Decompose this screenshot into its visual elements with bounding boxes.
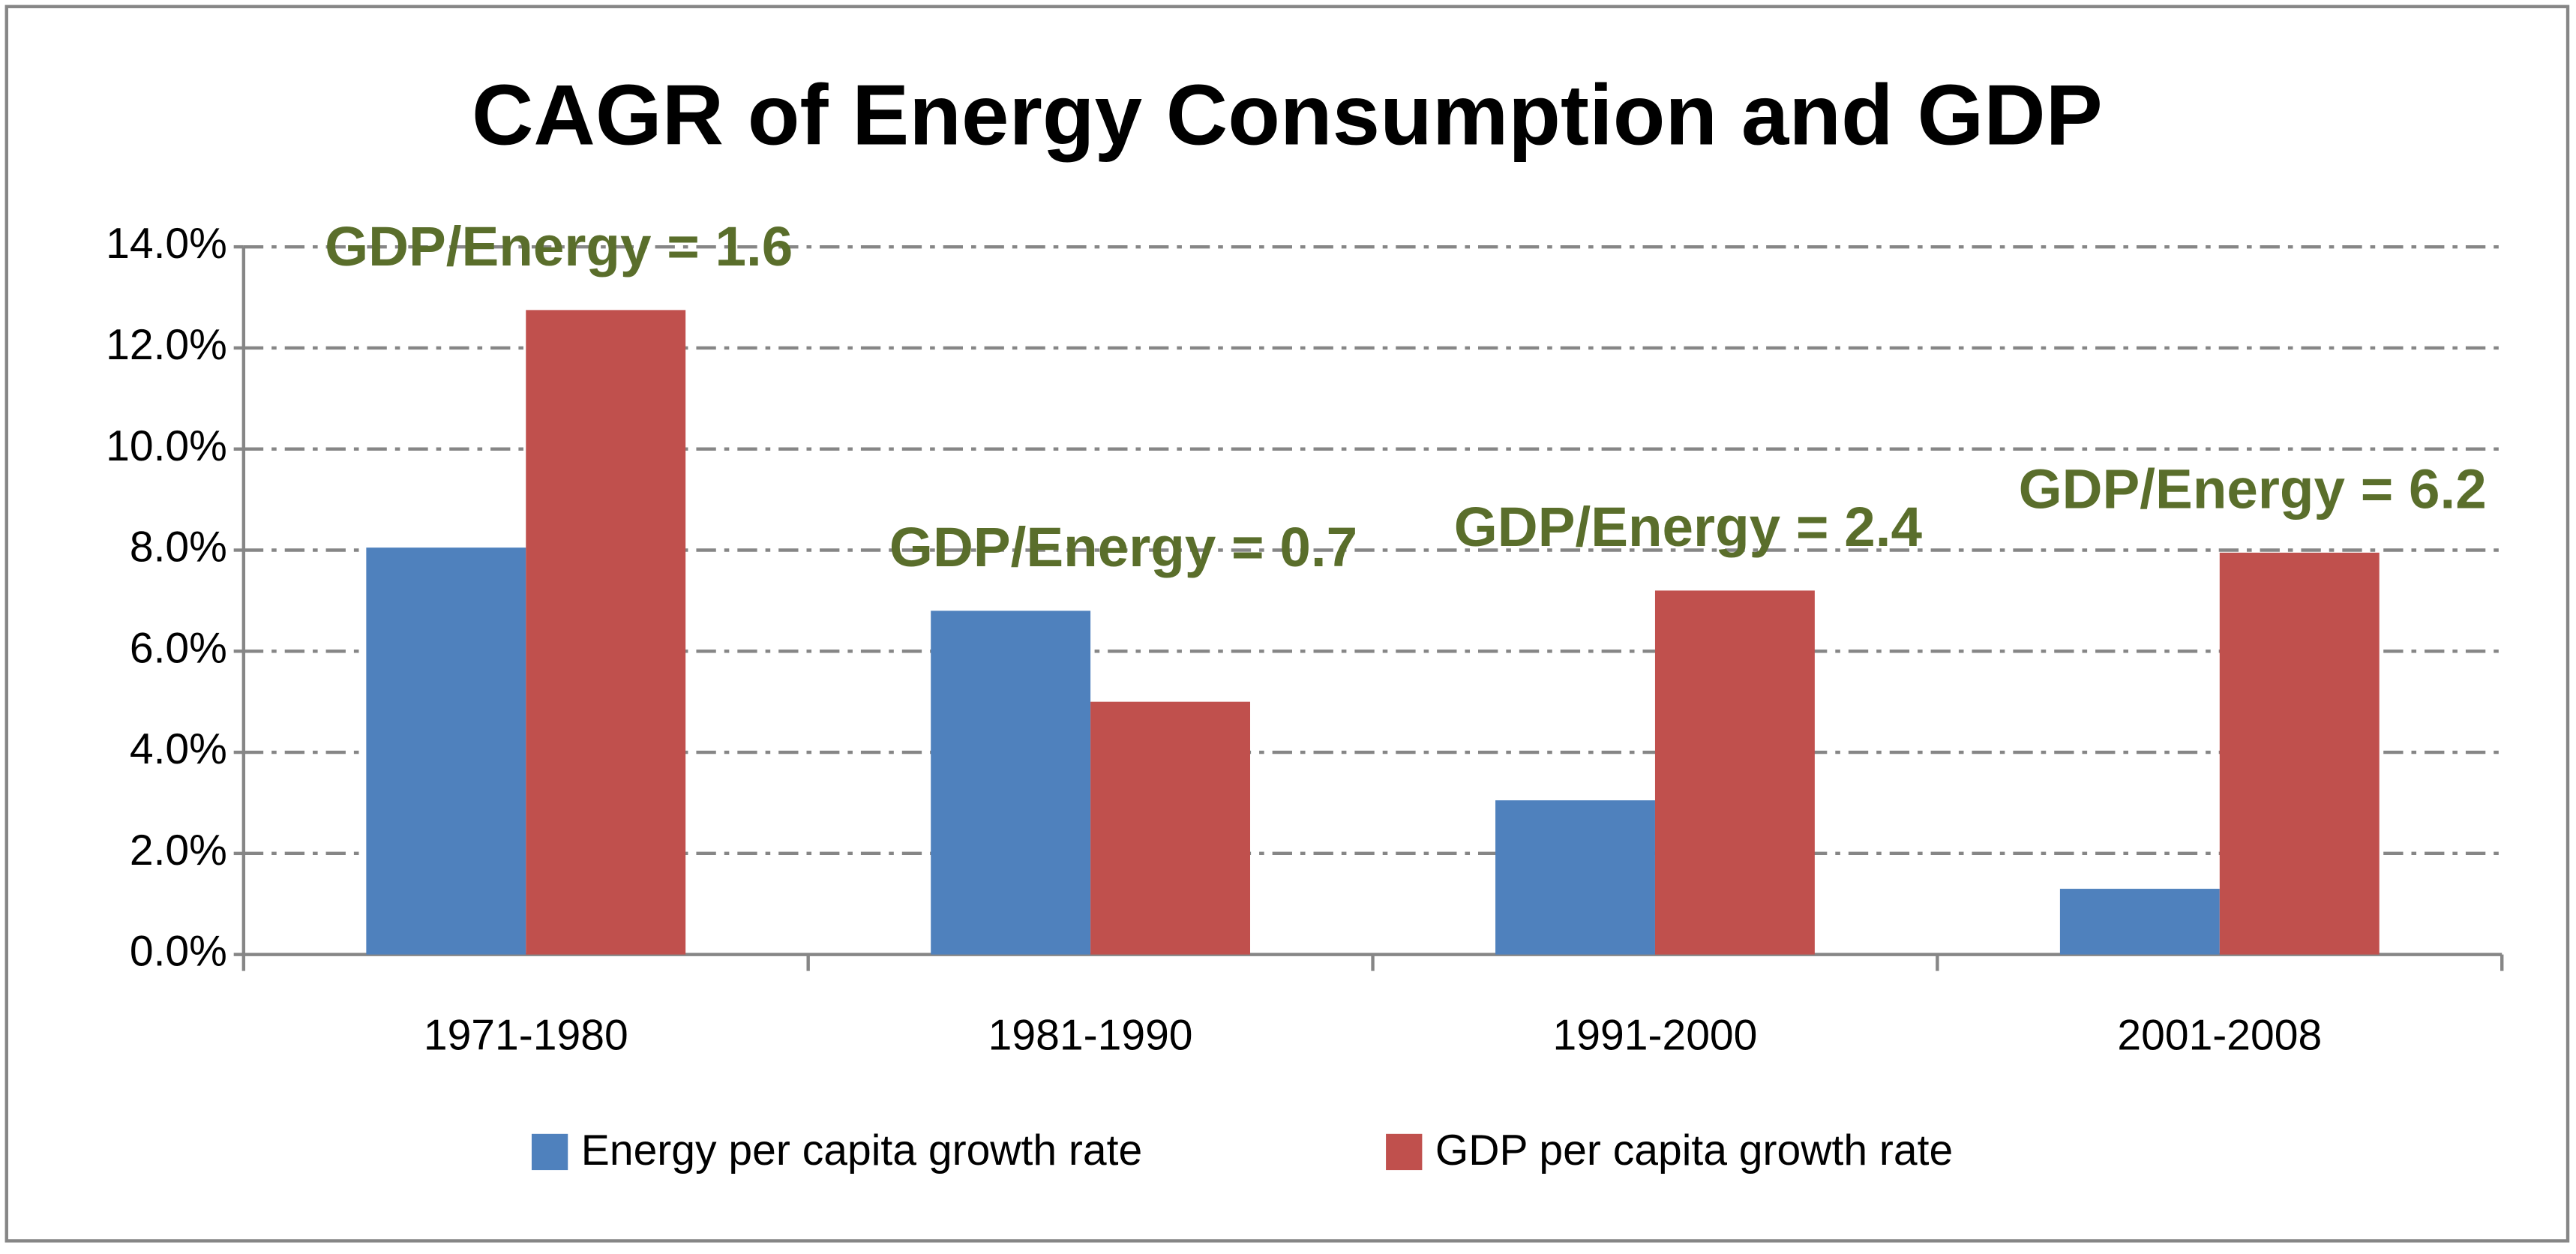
bar xyxy=(1654,590,1815,955)
bar xyxy=(2219,552,2380,955)
y-tick-label: 14.0% xyxy=(106,220,227,268)
y-tick-label: 2.0% xyxy=(130,826,227,874)
annotation: GDP/Energy = 6.2 xyxy=(2019,458,2487,520)
bar xyxy=(931,610,1091,955)
bar xyxy=(1090,701,1251,955)
y-tick-label: 12.0% xyxy=(106,321,227,369)
legend-label: GDP per capita growth rate xyxy=(1435,1126,1953,1174)
annotation: GDP/Energy = 1.6 xyxy=(325,214,793,278)
bar xyxy=(526,310,686,955)
x-tick-label: 1991-2000 xyxy=(1553,1012,1758,1060)
bar xyxy=(2059,889,2220,955)
chart-title: CAGR of Energy Consumption and GDP xyxy=(472,68,2103,164)
x-tick-label: 1981-1990 xyxy=(988,1012,1193,1060)
bar xyxy=(1495,800,1655,955)
annotation: GDP/Energy = 0.7 xyxy=(889,515,1357,578)
bar xyxy=(366,548,526,955)
legend-label: Energy per capita growth rate xyxy=(581,1126,1142,1174)
y-tick-label: 6.0% xyxy=(130,624,227,672)
y-tick-label: 10.0% xyxy=(106,422,227,470)
legend-swatch xyxy=(531,1133,568,1171)
legend-swatch xyxy=(1386,1133,1423,1171)
annotation: GDP/Energy = 2.4 xyxy=(1454,495,1923,558)
x-tick-label: 1971-1980 xyxy=(424,1012,628,1060)
y-tick-label: 4.0% xyxy=(130,725,227,773)
y-tick-label: 0.0% xyxy=(130,928,227,976)
y-tick-label: 8.0% xyxy=(130,524,227,572)
x-tick-label: 2001-2008 xyxy=(2117,1012,2322,1060)
